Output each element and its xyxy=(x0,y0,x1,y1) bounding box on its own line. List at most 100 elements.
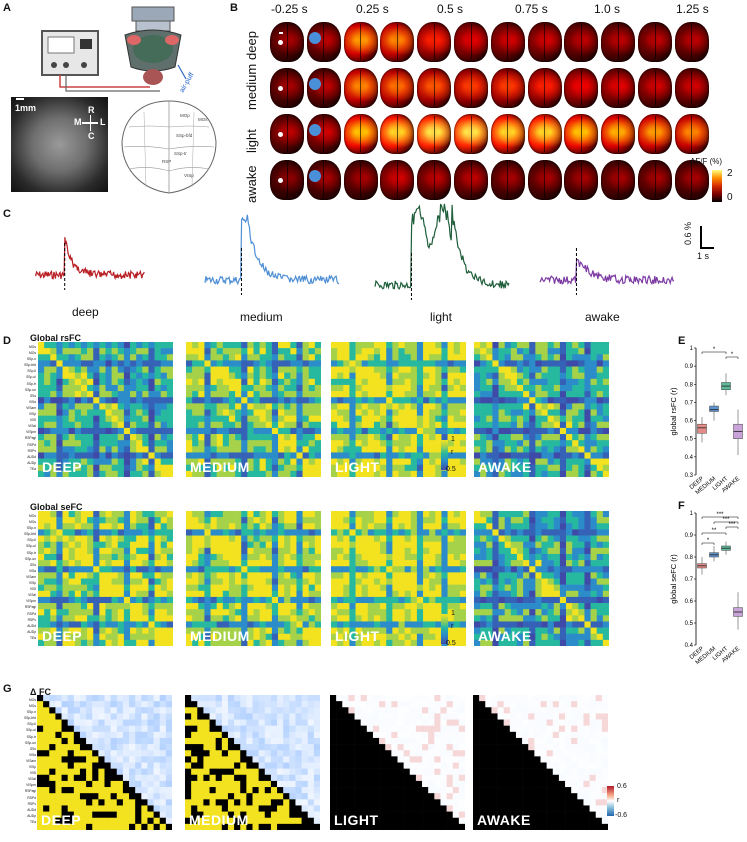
matrix-cell xyxy=(480,560,487,567)
midline xyxy=(433,70,435,106)
matrix-cell xyxy=(423,615,430,622)
matrix-cell xyxy=(289,774,296,782)
trace-line-awake xyxy=(539,258,675,286)
matrix-cell xyxy=(87,535,94,542)
matrix-cell xyxy=(258,707,266,714)
matrix-cell xyxy=(92,695,99,702)
matrix-cell xyxy=(247,409,254,416)
matrix-cell xyxy=(141,707,148,714)
matrix-cell xyxy=(99,621,106,628)
matrix-cell xyxy=(258,719,266,726)
midline xyxy=(580,24,582,60)
matrix-cell xyxy=(535,541,542,549)
matrix-cell xyxy=(62,603,69,610)
matrix-cell xyxy=(234,750,241,757)
matrix-cell xyxy=(584,609,591,616)
matrix-cell xyxy=(123,584,131,592)
matrix-cell xyxy=(154,560,162,567)
matrix-cell xyxy=(535,590,542,598)
matrix-cell xyxy=(441,553,448,561)
matrix-cell xyxy=(216,458,224,466)
matrix-cell xyxy=(504,446,512,453)
matrix-cell xyxy=(68,427,76,435)
matrix-cell xyxy=(253,553,260,561)
matrix-cell xyxy=(210,621,217,628)
matrix-cell xyxy=(331,464,338,472)
matrix-cell xyxy=(602,517,610,524)
matrix-cell xyxy=(578,615,585,622)
matrix-cell xyxy=(130,391,137,398)
matrix-cell xyxy=(308,391,316,398)
matrix-cell xyxy=(264,737,272,745)
matrix-cell xyxy=(566,609,573,616)
matrix-cell xyxy=(277,713,284,720)
matrix-cell xyxy=(111,578,119,585)
matrix-cell xyxy=(278,452,285,459)
matrix-cell xyxy=(129,701,136,708)
matrix-cell xyxy=(258,725,266,733)
matrix-cell xyxy=(221,701,229,708)
matrix-cell xyxy=(240,744,247,751)
matrix-cell xyxy=(416,440,424,447)
matrix-cell xyxy=(373,427,381,435)
matrix-cell xyxy=(235,584,242,592)
matrix-cell xyxy=(44,434,51,441)
matrix-cell xyxy=(486,517,493,524)
matrix-cell xyxy=(105,421,112,429)
matrix-cell xyxy=(441,584,448,592)
matrix-cell xyxy=(98,725,105,733)
matrix-cell xyxy=(553,452,561,459)
matrix-cell xyxy=(283,744,290,751)
significance-bracket xyxy=(725,356,739,359)
matrix-cell xyxy=(186,434,193,441)
matrix-cell xyxy=(98,719,105,726)
matrix-cell xyxy=(429,523,436,530)
matrix-cell xyxy=(486,470,493,478)
matrix-cell xyxy=(453,342,461,349)
matrix-cell xyxy=(559,366,567,373)
matrix-cell xyxy=(398,627,405,635)
matrix-cell xyxy=(253,529,260,536)
matrix-cell xyxy=(423,434,430,441)
matrix-cell xyxy=(290,529,297,536)
matrix-cell xyxy=(264,780,272,788)
matrix-cell xyxy=(373,511,381,518)
matrix-cell xyxy=(553,440,561,447)
matrix-cell xyxy=(441,397,448,404)
matrix-cell xyxy=(474,541,481,549)
matrix-cell xyxy=(142,560,149,567)
matrix-cell xyxy=(111,615,119,622)
matrix-cell xyxy=(50,639,57,647)
matrix-cell xyxy=(55,737,62,745)
matrix-cell xyxy=(241,541,248,549)
matrix-cell xyxy=(404,409,412,416)
matrix-cell xyxy=(129,737,136,745)
matrix-cell xyxy=(253,366,260,373)
matrix-cell xyxy=(559,464,567,472)
matrix-cell xyxy=(221,707,229,714)
matrix-cell xyxy=(435,596,442,604)
matrix-cell xyxy=(44,615,51,622)
matrix-cell xyxy=(68,523,76,530)
matrix-cell xyxy=(154,458,162,466)
matrix-cell xyxy=(228,452,236,459)
matrix-cell xyxy=(349,609,356,616)
orientation-c: C xyxy=(88,131,95,141)
matrix-cell xyxy=(373,541,381,549)
matrix-cell xyxy=(241,440,248,447)
matrix-cell xyxy=(258,774,266,782)
matrix-cell xyxy=(197,762,204,769)
matrix-cell xyxy=(136,464,143,472)
matrix-cell xyxy=(74,633,82,641)
matrix-cell xyxy=(516,403,524,410)
matrix-cell xyxy=(572,427,579,435)
matrix-cell xyxy=(572,434,579,441)
matrix-cell xyxy=(535,603,542,610)
matrix-cell xyxy=(135,793,142,800)
matrix-cell xyxy=(331,615,338,622)
matrix-cell xyxy=(258,762,266,769)
sefc-title: Global seFC xyxy=(30,502,83,512)
matrix-cell xyxy=(271,633,279,641)
matrix-cell xyxy=(44,427,51,435)
matrix-cell xyxy=(416,458,424,466)
